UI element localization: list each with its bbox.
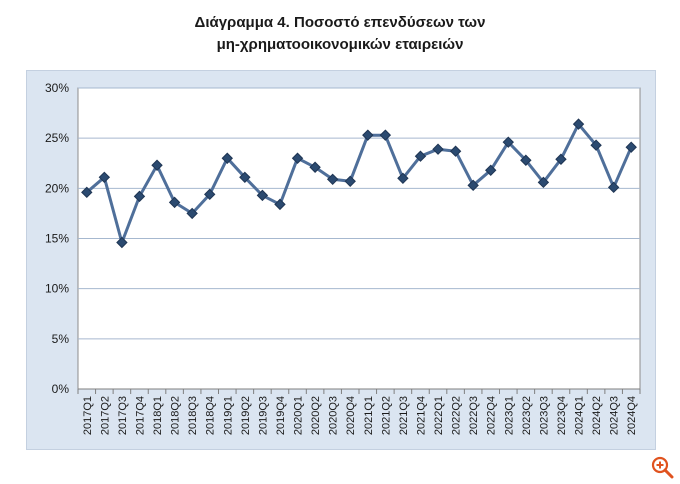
chart-title-line2: μη-χρηματοοικονομικών εταιρειών <box>216 36 464 53</box>
y-tick-label: 5% <box>52 332 70 346</box>
x-tick-label: 2022Q3 <box>468 396 480 435</box>
chart-title-line1: Διάγραμμα 4. Ποσοστό επενδύσεων των <box>194 14 486 31</box>
x-tick-label: 2021Q2 <box>380 396 392 435</box>
data-point <box>98 171 111 184</box>
x-tick-label: 2023Q1 <box>503 396 515 435</box>
data-point <box>291 152 304 164</box>
y-tick-label: 20% <box>45 181 69 195</box>
x-tick-label: 2022Q2 <box>451 396 463 435</box>
y-tick-label: 0% <box>52 382 70 396</box>
data-point <box>485 164 497 176</box>
x-tick-label: 2018Q4 <box>205 396 217 435</box>
x-tick-label: 2020Q2 <box>310 396 322 435</box>
y-tick-label: 10% <box>45 282 69 296</box>
x-tick-label: 2018Q2 <box>170 396 182 435</box>
data-point <box>221 152 233 164</box>
x-tick-label: 2019Q3 <box>257 396 269 435</box>
data-point <box>151 159 163 171</box>
data-point <box>344 175 356 188</box>
x-tick-label: 2020Q4 <box>345 396 357 435</box>
data-point <box>397 172 409 185</box>
x-tick-label: 2019Q1 <box>222 396 234 435</box>
x-tick-label: 2021Q1 <box>363 396 375 435</box>
x-tick-label: 2019Q2 <box>240 396 252 435</box>
x-tick-label: 2017Q3 <box>117 396 129 435</box>
x-tick-label: 2017Q4 <box>134 396 146 435</box>
data-point <box>239 171 251 184</box>
x-tick-label: 2020Q1 <box>293 396 305 435</box>
x-tick-label: 2018Q1 <box>152 396 164 435</box>
data-point <box>133 190 146 203</box>
data-point <box>186 207 198 220</box>
data-point <box>449 145 462 157</box>
data-point <box>362 129 374 141</box>
x-tick-label: 2024Q3 <box>609 396 621 435</box>
data-point <box>607 181 620 194</box>
y-tick-label: 30% <box>45 81 69 95</box>
data-point <box>502 136 514 148</box>
data-point <box>326 173 339 186</box>
x-tick-label: 2023Q3 <box>538 396 550 435</box>
x-tick-label: 2024Q4 <box>626 396 638 435</box>
x-tick-label: 2021Q3 <box>398 396 410 435</box>
data-point <box>168 196 181 209</box>
y-tick-label: 15% <box>45 232 69 246</box>
data-point <box>116 236 128 249</box>
data-point <box>309 161 321 173</box>
x-tick-label: 2017Q2 <box>99 396 111 435</box>
x-tick-label: 2023Q2 <box>521 396 533 435</box>
data-point <box>537 176 550 189</box>
data-point <box>432 143 444 155</box>
data-point <box>572 118 585 130</box>
data-point <box>204 188 216 201</box>
x-tick-label: 2021Q4 <box>415 396 427 435</box>
zoom-in-icon[interactable] <box>650 455 674 479</box>
data-point <box>379 129 392 141</box>
data-point <box>467 179 479 192</box>
x-tick-label: 2024Q2 <box>591 396 603 435</box>
data-point <box>625 141 637 153</box>
data-point <box>590 139 602 151</box>
x-tick-label: 2024Q1 <box>574 396 586 435</box>
data-point <box>256 189 269 202</box>
data-point <box>274 198 286 211</box>
x-tick-label: 2020Q3 <box>328 396 340 435</box>
y-tick-label: 25% <box>45 131 69 145</box>
chart-title: Διάγραμμα 4. Ποσοστό επενδύσεων των μη-χ… <box>0 12 680 56</box>
data-point <box>520 154 532 166</box>
x-tick-label: 2018Q3 <box>187 396 199 435</box>
x-tick-label: 2022Q1 <box>433 396 445 435</box>
x-tick-label: 2017Q1 <box>82 396 94 435</box>
x-tick-label: 2019Q4 <box>275 396 287 435</box>
x-tick-label: 2022Q4 <box>486 396 498 435</box>
x-tick-label: 2023Q4 <box>556 396 568 435</box>
data-point <box>555 153 567 165</box>
data-point <box>414 150 427 162</box>
data-point <box>81 186 93 199</box>
